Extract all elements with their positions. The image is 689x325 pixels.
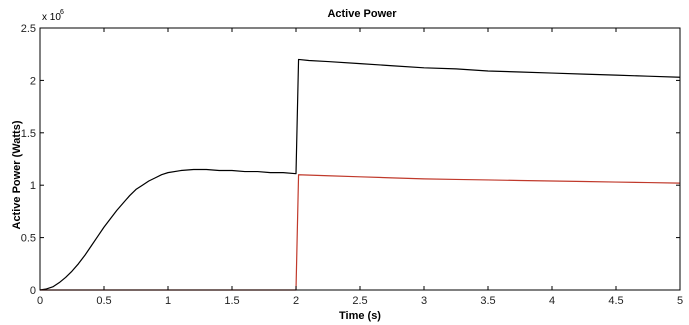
y-tick-label: 1.5 [21, 128, 36, 140]
plot-background [40, 28, 680, 290]
x-tick-label: 0 [37, 295, 43, 307]
x-tick-label: 4 [549, 295, 555, 307]
y-exponent-base: x 10 [42, 12, 61, 23]
y-tick-label: 2 [30, 75, 36, 87]
x-tick-label: 4.5 [608, 295, 623, 307]
x-tick-label: 3 [421, 295, 427, 307]
chart-title: Active Power [327, 8, 397, 20]
y-tick-label: 0 [30, 285, 36, 297]
y-tick-label: 0.5 [21, 233, 36, 245]
x-tick-label: 1 [165, 295, 171, 307]
y-tick-label: 1 [30, 180, 36, 192]
x-tick-label: 5 [677, 295, 683, 307]
y-axis-ticks: 0 0.5 1 1.5 2 2.5 [21, 23, 680, 297]
x-tick-label: 2 [293, 295, 299, 307]
x-tick-label: 0.5 [96, 295, 111, 307]
x-axis-ticks: 0 0.5 1 1.5 2 2.5 3 3.5 4 4.5 5 [37, 28, 683, 307]
x-axis-label: Time (s) [339, 310, 381, 322]
y-exponent-power: 6 [60, 9, 64, 16]
y-tick-label: 2.5 [21, 23, 36, 35]
x-tick-label: 2.5 [352, 295, 367, 307]
series-line-2 [40, 174, 681, 291]
x-tick-label: 1.5 [224, 295, 239, 307]
y-axis-label: Active Power (Watts) [11, 120, 23, 229]
x-tick-label: 3.5 [480, 295, 495, 307]
series-line-1 [39, 58, 681, 291]
series-layer [39, 58, 681, 291]
